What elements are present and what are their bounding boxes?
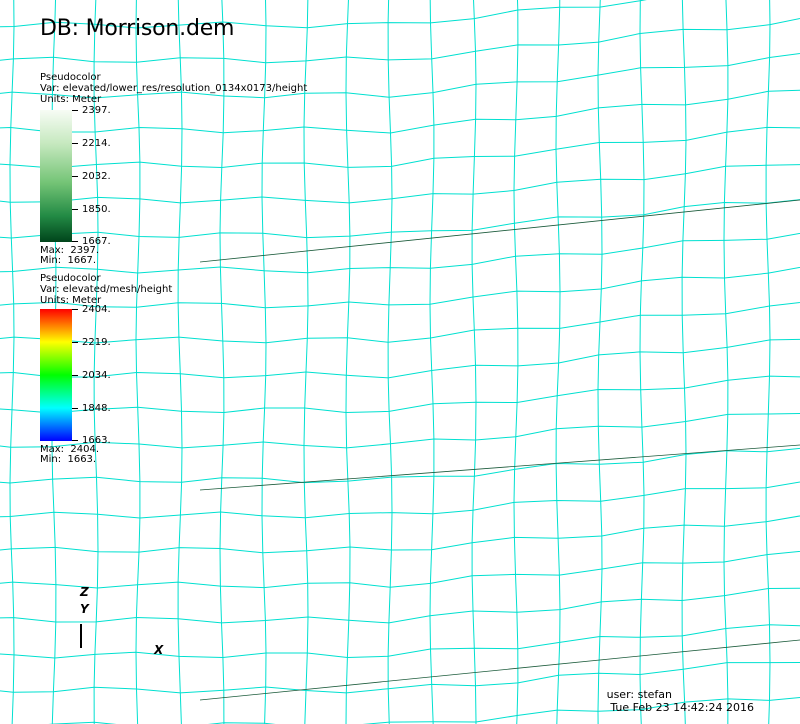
legend-units: Units: Meter xyxy=(40,94,102,105)
mesh-line xyxy=(471,0,477,724)
timestamp-label: Tue Feb 23 14:42:24 2016 xyxy=(610,701,754,714)
tick-label: 2034. xyxy=(82,370,111,381)
mesh-line xyxy=(0,661,800,694)
mesh-line xyxy=(0,338,800,379)
axis-y-label: Y xyxy=(80,602,89,616)
legend-mesh-height: Pseudocolor Var: elevated/mesh/height Un… xyxy=(40,273,172,465)
mesh-line xyxy=(0,587,800,624)
mesh-line xyxy=(0,199,800,239)
mesh-line xyxy=(0,550,800,589)
mesh-line xyxy=(261,0,267,724)
mesh-line xyxy=(345,0,351,724)
mesh-line xyxy=(555,0,561,724)
contour-line xyxy=(199,444,800,491)
mesh-line xyxy=(513,0,519,724)
mesh-line xyxy=(0,52,800,99)
legend-variable: Var: elevated/lower_res/resolution_0134x… xyxy=(40,83,308,94)
legend-units: Units: Meter xyxy=(40,295,102,306)
legend-max: Max: 2404. xyxy=(40,444,100,455)
mesh-line xyxy=(0,0,647,29)
mesh-line xyxy=(177,0,183,724)
legend-max: Max: 2397. xyxy=(40,245,100,256)
tick-label: 1667. xyxy=(82,236,111,247)
tick-label: 1850. xyxy=(82,204,111,215)
user-label: user: stefan xyxy=(606,688,672,701)
mesh-line xyxy=(0,375,800,414)
contour-line xyxy=(199,199,800,263)
legend-plot-type: Pseudocolor xyxy=(40,72,101,83)
mesh-line xyxy=(93,0,99,724)
tick-label: 1663. xyxy=(82,435,111,446)
contour-line xyxy=(199,639,800,701)
mesh-line xyxy=(429,0,435,724)
mesh-line xyxy=(681,0,687,724)
tick-label: 2397. xyxy=(82,105,111,116)
mesh-line xyxy=(639,0,645,724)
mesh-line xyxy=(0,481,800,519)
mesh-line xyxy=(135,0,141,724)
axis-triad-line xyxy=(80,624,82,648)
axis-x-label: X xyxy=(154,643,164,657)
colorbar-greens xyxy=(40,110,72,242)
axis-z-label: Z xyxy=(80,585,89,599)
tick-label: 1848. xyxy=(82,403,111,414)
mesh-line xyxy=(0,18,800,64)
mesh-line xyxy=(0,302,800,344)
mesh-line xyxy=(219,0,225,724)
colorbar-rainbow xyxy=(40,309,72,441)
mesh-line xyxy=(9,0,15,724)
tick-label: 2032. xyxy=(82,171,111,182)
mesh-line xyxy=(0,515,800,554)
mesh-line xyxy=(765,0,771,724)
legend-min: Min: 1663. xyxy=(40,454,97,465)
mesh-line xyxy=(723,0,729,724)
mesh-line xyxy=(0,413,800,449)
database-title: DB: Morrison.dem xyxy=(40,16,235,41)
mesh-line xyxy=(48,696,800,724)
legend-min: Min: 1667. xyxy=(40,255,97,266)
mesh-line xyxy=(387,0,393,724)
tick-label: 2214. xyxy=(82,138,111,149)
legend-plot-type: Pseudocolor xyxy=(40,273,101,284)
mesh-line xyxy=(0,232,800,274)
mesh-line xyxy=(0,266,800,309)
legend-variable: Var: elevated/mesh/height xyxy=(40,284,173,295)
tick-label: 2219. xyxy=(82,337,111,348)
tick-label: 2404. xyxy=(82,304,111,315)
mesh-line xyxy=(597,0,603,724)
mesh-line xyxy=(0,89,800,134)
legend-lower-res: Pseudocolor Var: elevated/lower_res/reso… xyxy=(40,72,307,266)
mesh-line xyxy=(303,0,309,724)
mesh-line xyxy=(0,447,800,484)
mesh-line xyxy=(0,126,800,169)
mesh-line xyxy=(0,624,800,659)
mesh-line xyxy=(0,164,800,204)
